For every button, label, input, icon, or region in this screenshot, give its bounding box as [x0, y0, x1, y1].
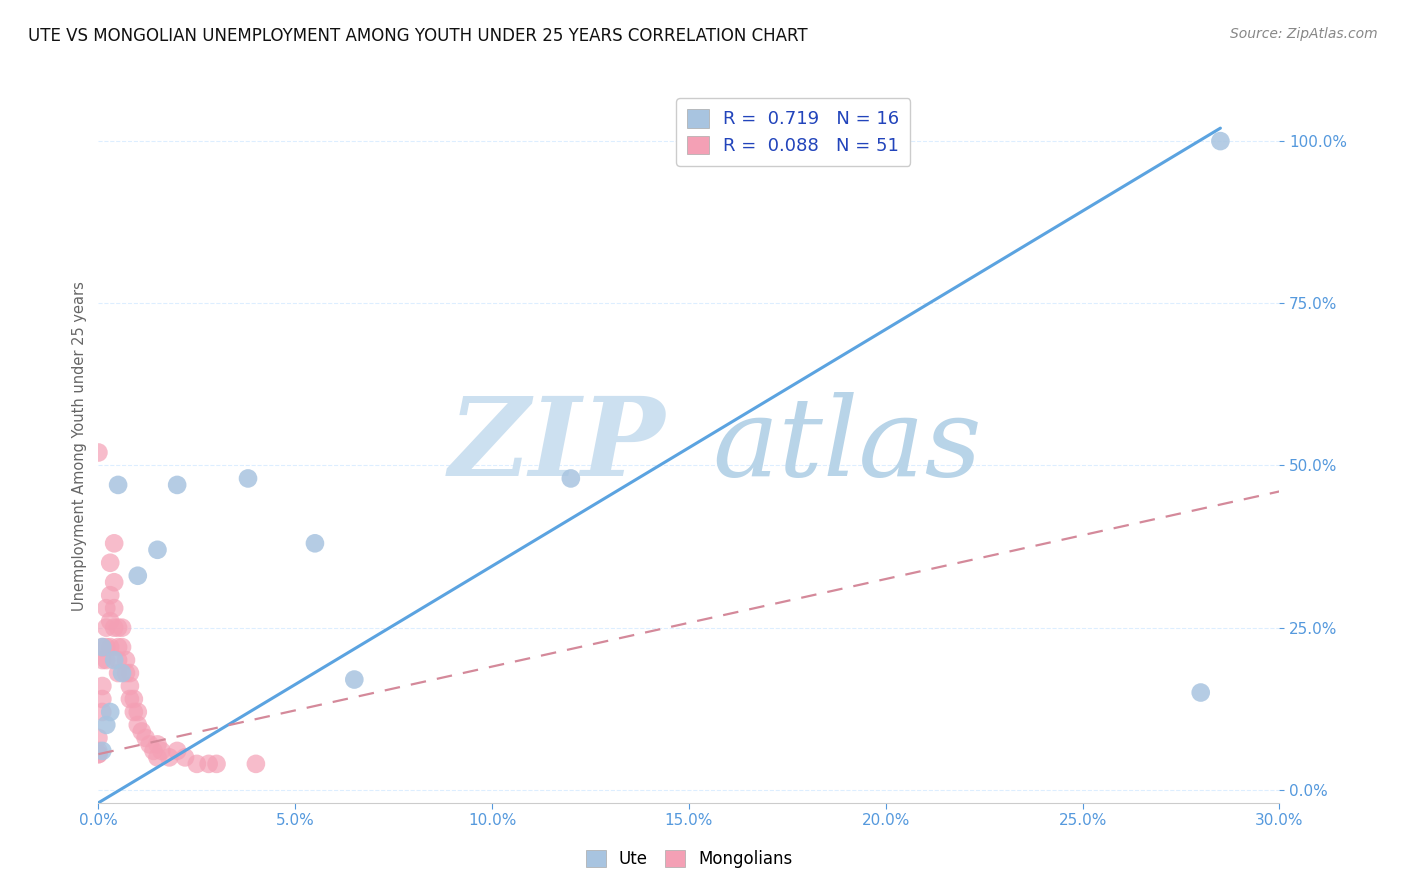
Point [1189, 685, 1212, 699]
Point [91, 692, 114, 706]
Point [96, 653, 118, 667]
Point [111, 621, 134, 635]
Point [131, 724, 153, 739]
Point [91, 679, 114, 693]
Point [118, 679, 141, 693]
Point [98, 614, 121, 628]
Point [96, 718, 118, 732]
Point [166, 478, 188, 492]
Point [197, 756, 219, 771]
Point [1209, 134, 1232, 148]
Point [107, 640, 129, 654]
Point [118, 692, 141, 706]
Point [127, 718, 149, 732]
Point [146, 542, 169, 557]
Y-axis label: Unemployment Among Youth under 25 years: Unemployment Among Youth under 25 years [72, 281, 87, 611]
Point [245, 756, 267, 771]
Legend: Ute, Mongolians: Ute, Mongolians [579, 843, 799, 875]
Text: ZIP: ZIP [449, 392, 665, 500]
Point [91, 744, 114, 758]
Point [107, 478, 129, 492]
Point [122, 705, 145, 719]
Point [98, 556, 121, 570]
Point [111, 666, 134, 681]
Point [560, 471, 582, 485]
Point [111, 640, 134, 654]
Point [236, 471, 259, 485]
Point [343, 673, 366, 687]
Point [91, 653, 114, 667]
Point [146, 738, 169, 752]
Point [127, 705, 149, 719]
Point [135, 731, 157, 745]
Text: Source: ZipAtlas.com: Source: ZipAtlas.com [1230, 27, 1378, 41]
Point [87, 731, 110, 745]
Text: UTE VS MONGOLIAN UNEMPLOYMENT AMONG YOUTH UNDER 25 YEARS CORRELATION CHART: UTE VS MONGOLIAN UNEMPLOYMENT AMONG YOUT… [28, 27, 807, 45]
Text: atlas: atlas [713, 392, 983, 500]
Point [150, 744, 173, 758]
Point [103, 601, 125, 615]
Point [118, 666, 141, 681]
Point [87, 744, 110, 758]
Point [146, 750, 169, 764]
Point [103, 621, 125, 635]
Point [157, 750, 180, 764]
Point [107, 653, 129, 667]
Point [205, 756, 228, 771]
Point [96, 621, 118, 635]
Point [98, 640, 121, 654]
Point [115, 666, 138, 681]
Point [96, 640, 118, 654]
Point [304, 536, 326, 550]
Point [127, 568, 149, 582]
Point [186, 756, 208, 771]
Point [107, 621, 129, 635]
Point [103, 536, 125, 550]
Point [174, 750, 197, 764]
Legend: R =  0.719   N = 16, R =  0.088   N = 51: R = 0.719 N = 16, R = 0.088 N = 51 [676, 98, 910, 166]
Point [107, 666, 129, 681]
Point [122, 692, 145, 706]
Point [138, 738, 160, 752]
Point [115, 653, 138, 667]
Point [166, 744, 188, 758]
Point [98, 705, 121, 719]
Point [91, 640, 114, 654]
Point [103, 575, 125, 590]
Point [142, 744, 165, 758]
Point [87, 747, 110, 761]
Point [91, 705, 114, 719]
Point [87, 747, 110, 761]
Point [103, 653, 125, 667]
Point [96, 601, 118, 615]
Point [91, 640, 114, 654]
Point [98, 588, 121, 602]
Point [87, 445, 110, 459]
